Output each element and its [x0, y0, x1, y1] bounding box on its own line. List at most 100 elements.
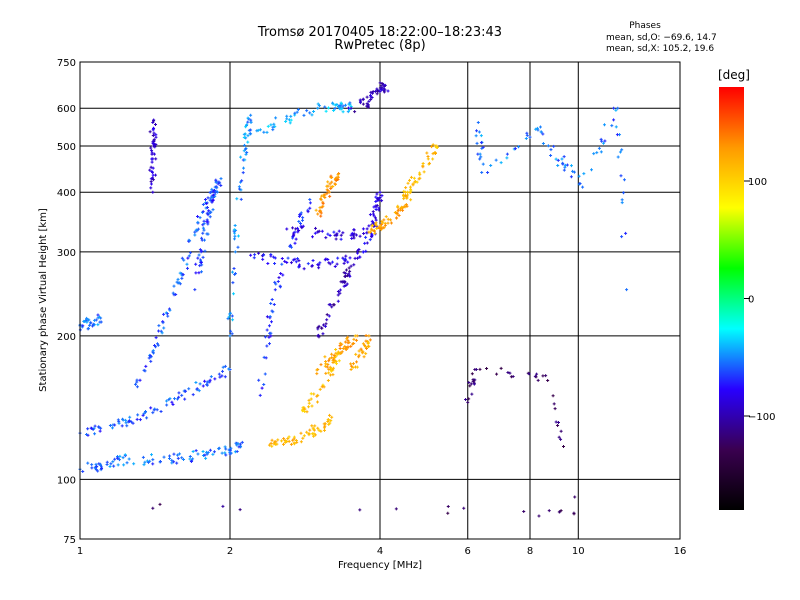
data-point [310, 264, 314, 268]
data-point [380, 84, 384, 88]
data-point [81, 324, 85, 328]
data-point [175, 453, 179, 457]
data-point [344, 271, 348, 275]
data-point [188, 455, 192, 459]
data-point [151, 178, 155, 182]
data-point [499, 366, 503, 370]
data-point [340, 350, 344, 354]
data-point [185, 266, 189, 270]
data-point [121, 456, 125, 460]
data-point [361, 342, 365, 346]
data-point [154, 336, 158, 340]
data-point [334, 237, 338, 241]
phase-stats-o: mean, sd,O: −69.6, 14.7 [606, 33, 717, 43]
data-point [269, 441, 273, 445]
data-point [347, 102, 351, 106]
data-point [332, 230, 336, 234]
data-point [599, 150, 603, 154]
data-point [402, 189, 406, 193]
data-point [320, 205, 324, 209]
data-point [97, 462, 101, 466]
data-point [334, 347, 338, 351]
data-point [203, 379, 207, 383]
data-point [306, 262, 310, 266]
data-point [536, 128, 540, 132]
data-point [363, 343, 367, 347]
data-point [121, 418, 125, 422]
data-point [248, 132, 252, 136]
data-point [142, 412, 146, 416]
data-point [280, 256, 284, 260]
data-point [616, 155, 620, 159]
data-point [349, 106, 353, 110]
data-point [199, 260, 203, 264]
data-point [297, 263, 301, 267]
data-point [210, 200, 214, 204]
data-point [477, 130, 481, 134]
data-point [208, 448, 212, 452]
data-point [380, 199, 384, 203]
data-point [406, 193, 410, 197]
data-point [220, 451, 224, 455]
data-point [404, 194, 408, 198]
data-point [310, 404, 314, 408]
data-point [342, 261, 346, 265]
data-point [365, 347, 369, 351]
data-point [227, 367, 231, 371]
data-point [401, 208, 405, 212]
data-point [349, 264, 353, 268]
data-point [263, 372, 267, 376]
data-point [108, 465, 112, 469]
data-point [167, 398, 171, 402]
data-point [341, 110, 345, 114]
data-point [148, 459, 152, 463]
data-point [321, 202, 325, 206]
data-point [246, 120, 250, 124]
data-point [165, 399, 169, 403]
data-point [294, 260, 298, 264]
data-point [89, 426, 93, 430]
data-point [620, 148, 624, 152]
data-point [348, 108, 352, 112]
data-point [186, 256, 190, 260]
data-point [150, 152, 154, 156]
data-point [228, 448, 232, 452]
data-point [326, 232, 330, 236]
data-point [262, 130, 266, 134]
data-point [380, 222, 384, 226]
data-point [328, 365, 332, 369]
data-point [245, 123, 249, 127]
data-point [377, 206, 381, 210]
data-point [323, 428, 327, 432]
data-point [86, 427, 90, 431]
data-point [475, 141, 479, 145]
data-point [206, 380, 210, 384]
data-point [343, 281, 347, 285]
data-point [149, 186, 153, 190]
data-point [209, 375, 213, 379]
data-point [91, 324, 95, 328]
data-point [326, 180, 330, 184]
data-point [509, 375, 513, 379]
data-point [224, 447, 228, 451]
data-point [373, 222, 377, 226]
data-point [143, 460, 147, 464]
data-point [316, 212, 320, 216]
data-point [620, 198, 624, 202]
data-point [368, 338, 372, 342]
data-point [376, 89, 380, 93]
data-point [309, 397, 313, 401]
data-point [307, 433, 311, 437]
data-point [365, 95, 369, 99]
data-point [142, 368, 146, 372]
data-point [273, 261, 277, 265]
data-point [105, 460, 109, 464]
data-point [348, 256, 352, 260]
data-point [132, 462, 136, 466]
y-tick-label: 200 [57, 332, 76, 343]
data-point [352, 341, 356, 345]
data-point [552, 144, 556, 148]
data-point [330, 180, 334, 184]
data-point [547, 509, 551, 513]
data-point [354, 352, 358, 356]
